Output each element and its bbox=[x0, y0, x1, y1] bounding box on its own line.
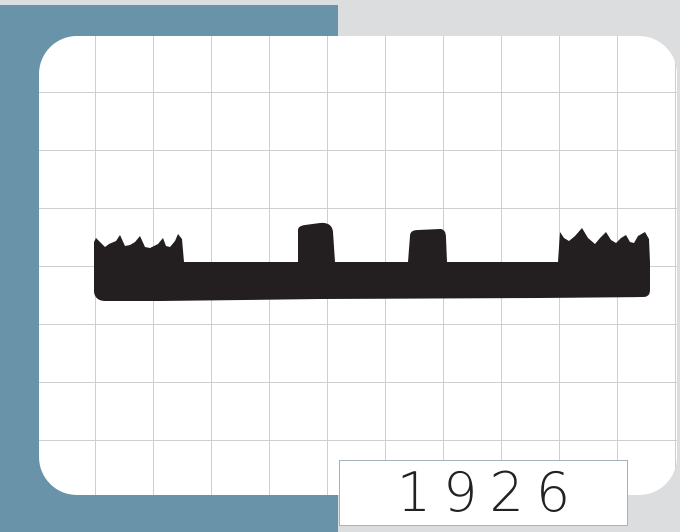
building-silhouette-shape bbox=[94, 222, 650, 301]
year-label: 1926 bbox=[396, 461, 583, 524]
year-label-box: 1926 bbox=[339, 460, 628, 526]
